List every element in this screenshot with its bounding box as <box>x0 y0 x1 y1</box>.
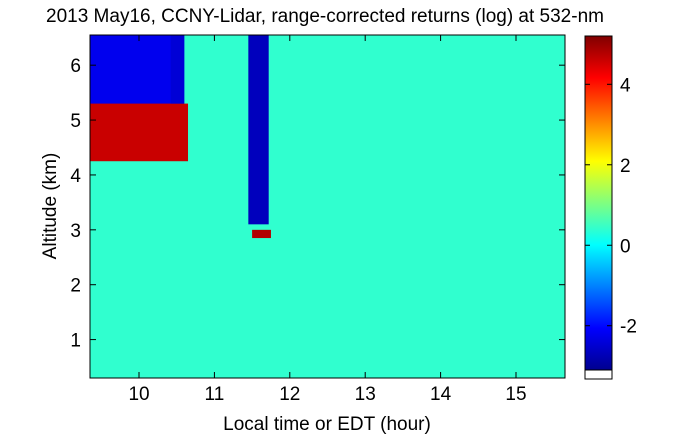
x-tick-label: 11 <box>205 384 225 405</box>
y-tick-label: 3 <box>70 221 81 242</box>
y-tick-label: 6 <box>70 56 81 77</box>
heatmap-signal-gap-5 <box>170 35 185 104</box>
heatmap-cloud-7 <box>252 229 271 239</box>
heatmap-cloud-4 <box>90 103 189 162</box>
x-tick-label: 14 <box>430 384 452 405</box>
colorbar <box>584 35 613 371</box>
colorbar-tick-label: 0 <box>620 236 631 257</box>
x-axis: 10 11 12 13 14 15 <box>128 35 527 405</box>
colorbar-tick-label: 2 <box>620 156 631 177</box>
heatmap-signal-gap-6 <box>248 35 269 225</box>
y-axis-label: Altitude (km) <box>40 153 61 260</box>
colorbar-ticks: -2 0 2 4 <box>585 75 637 338</box>
x-tick-label: 12 <box>279 384 300 405</box>
y-tick-label: 4 <box>70 166 81 187</box>
x-tick-label: 13 <box>355 384 376 405</box>
x-tick-label: 10 <box>128 384 149 405</box>
colorbar-end <box>584 369 613 380</box>
y-tick-label: 2 <box>70 276 81 297</box>
heatmap-layer <box>90 35 565 378</box>
chart-title: 2013 May16, CCNY-Lidar, range-corrected … <box>46 6 604 27</box>
plot-frame <box>89 34 566 379</box>
colorbar-tick-label: 4 <box>620 75 631 96</box>
y-tick-label: 5 <box>70 111 81 132</box>
x-axis-label: Local time or EDT (hour) <box>223 414 431 435</box>
y-tick-label: 1 <box>70 331 81 352</box>
y-axis: 1 2 3 4 5 6 <box>70 56 565 352</box>
x-tick-label: 15 <box>505 384 526 405</box>
colorbar-tick-label: -2 <box>620 317 637 338</box>
